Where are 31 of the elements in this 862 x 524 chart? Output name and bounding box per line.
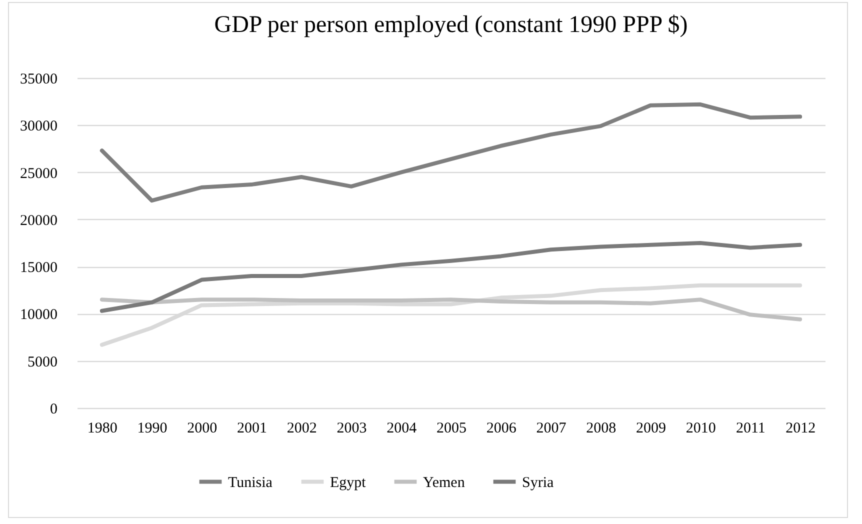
x-tick-label: 2003 xyxy=(336,420,367,436)
y-tick-label: 10000 xyxy=(20,307,58,324)
x-tick-label: 1980 xyxy=(87,420,118,436)
x-tick-label: 2006 xyxy=(486,420,517,436)
line-series xyxy=(100,102,802,203)
y-tick-label: 30000 xyxy=(20,118,58,135)
x-tick-label: 2009 xyxy=(636,420,666,436)
x-tick-label: 2010 xyxy=(686,420,716,436)
y-tick-label: 5000 xyxy=(28,354,58,370)
legend-label: Tunisia xyxy=(228,474,273,491)
x-tick-label: 2004 xyxy=(386,420,418,436)
x-tick-label: 2012 xyxy=(786,420,816,436)
x-tick-label: 2011 xyxy=(736,420,766,436)
x-tick-label: 2000 xyxy=(187,420,218,436)
x-tick-label: 2007 xyxy=(536,420,567,436)
x-tick-label: 1990 xyxy=(137,420,168,436)
legend-label: Yemen xyxy=(423,474,466,491)
y-tick-label: 15000 xyxy=(20,260,58,276)
y-tick-label: 35000 xyxy=(20,72,58,88)
line-series xyxy=(100,298,802,322)
x-tick-label: 2008 xyxy=(586,420,616,436)
legend-label: Egypt xyxy=(330,474,367,491)
line-series xyxy=(100,241,802,313)
legend-label: Syria xyxy=(522,474,554,491)
x-tick-label: 2001 xyxy=(237,420,268,436)
x-tick-label: 2005 xyxy=(436,420,466,436)
y-tick-label: 0 xyxy=(50,402,58,418)
y-tick-label: 25000 xyxy=(20,166,58,182)
chart-title: GDP per person employed (constant 1990 PPP $) xyxy=(214,12,688,38)
x-tick-label: 2002 xyxy=(286,420,317,436)
y-tick-label: 20000 xyxy=(20,212,58,229)
